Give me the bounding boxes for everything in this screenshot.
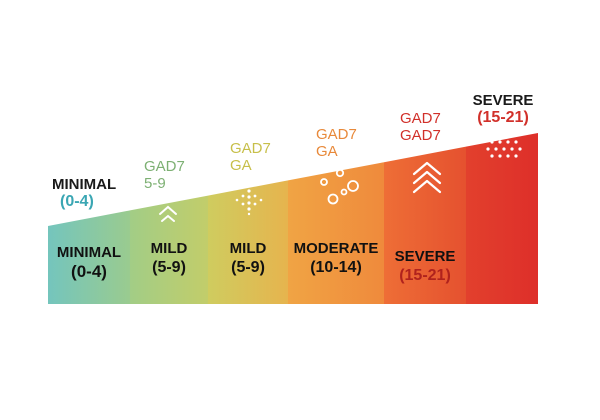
band-label-moderate: MODERATE (10-14)	[288, 240, 384, 277]
band-label-mild: MILD (5-9)	[130, 240, 208, 277]
band-moderate-name: MODERATE	[293, 240, 379, 257]
band-label-mild-2: MILD (5-9)	[208, 240, 288, 277]
top-label-minimal-title: MINIMAL	[52, 176, 117, 193]
band-minimal-range: (0-4)	[71, 262, 107, 281]
band-severe-range: (15-21)	[399, 267, 451, 284]
dot-cluster-icon	[486, 140, 522, 158]
top-label-severe-line1: GAD7	[400, 110, 441, 127]
bubbles-icon	[320, 168, 359, 205]
band-minimal-name: MINIMAL	[56, 244, 122, 261]
band-label-minimal: MINIMAL (0-4)	[48, 244, 130, 282]
band-moderate-range: (10-14)	[310, 259, 362, 276]
top-label-severe-line2: GAD7	[400, 127, 441, 145]
top-label-minimal-range: (0-4)	[60, 193, 94, 211]
dots-burst-icon	[235, 189, 263, 216]
band-mild	[130, 195, 208, 304]
top-label-mild-2-line1: GAD7	[230, 140, 271, 157]
top-label-severe: GAD7 GAD7	[400, 110, 441, 145]
top-label-severe-2-range: (15-21)	[477, 109, 529, 127]
top-label-moderate-line1: GAD7	[316, 126, 357, 143]
band-minimal	[48, 210, 130, 304]
top-label-minimal: MINIMAL (0-4)	[52, 176, 116, 212]
band-label-severe: SEVERE (15-21)	[384, 248, 466, 285]
top-label-mild-line2: 5-9	[144, 175, 166, 193]
band-moderate	[288, 162, 384, 304]
band-severe-name: SEVERE	[394, 248, 456, 265]
top-label-severe-2: SEVERE (15-21)	[470, 92, 536, 128]
band-mild-2	[208, 180, 288, 304]
top-label-mild-2: GAD7 GA	[230, 140, 271, 175]
top-label-mild: GAD7 5-9	[144, 158, 185, 193]
chevrons-up-icon	[159, 205, 177, 222]
top-label-moderate-line2: GA	[316, 143, 338, 161]
band-mild-2-name: MILD	[229, 240, 267, 257]
top-label-mild-2-line2: GA	[230, 157, 252, 175]
band-severe-2	[466, 133, 538, 304]
top-label-severe-2-title: SEVERE	[472, 92, 534, 109]
band-mild-2-range: (5-9)	[231, 259, 265, 276]
band-mild-name: MILD	[150, 240, 188, 257]
band-severe	[384, 146, 466, 304]
triple-chevron-up-icon	[412, 161, 442, 194]
top-label-mild-line1: GAD7	[144, 158, 185, 175]
top-label-moderate: GAD7 GA	[316, 126, 357, 161]
band-mild-range: (5-9)	[152, 259, 186, 276]
